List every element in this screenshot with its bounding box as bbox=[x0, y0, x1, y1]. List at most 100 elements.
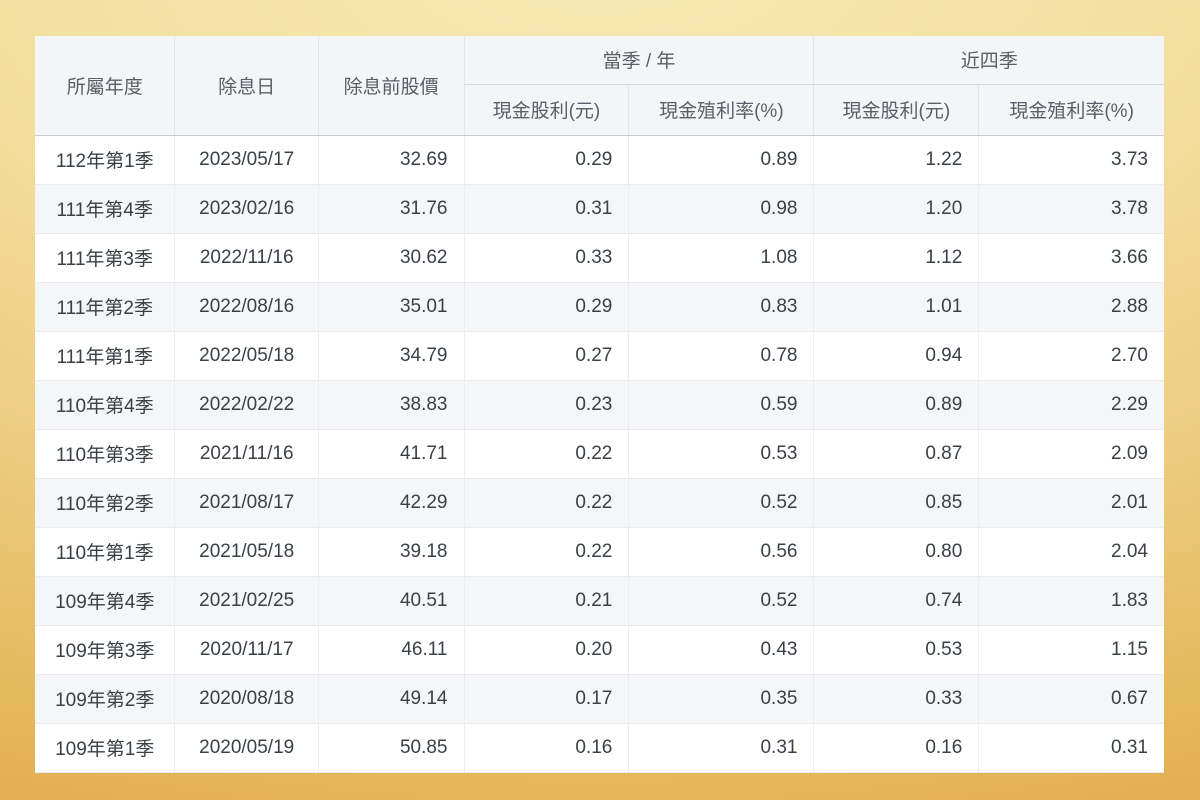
cell-q-yield: 0.89 bbox=[628, 135, 815, 185]
table-row: 109年第4季 2021/02/25 40.51 0.21 0.52 0.74 1.83 bbox=[35, 576, 1164, 626]
cell-date: 2020/05/19 bbox=[174, 723, 319, 773]
cell-price: 42.29 bbox=[318, 478, 465, 528]
cell-y4-dividend: 0.94 bbox=[813, 331, 980, 381]
cell-q-dividend: 0.23 bbox=[464, 380, 630, 430]
col-header-ex-dividend-date: 除息日 bbox=[174, 36, 319, 136]
cell-y4-yield: 3.73 bbox=[978, 135, 1164, 185]
cell-price: 41.71 bbox=[318, 429, 465, 479]
cell-date: 2021/02/25 bbox=[174, 576, 319, 626]
col-header-fiscal-period: 所屬年度 bbox=[35, 36, 176, 136]
cell-period: 110年第4季 bbox=[35, 380, 176, 430]
cell-date: 2021/08/17 bbox=[174, 478, 319, 528]
cell-period: 111年第3季 bbox=[35, 233, 176, 283]
cell-y4-dividend: 0.87 bbox=[813, 429, 980, 479]
cell-q-yield: 0.52 bbox=[628, 478, 815, 528]
cell-y4-dividend: 1.20 bbox=[813, 184, 980, 234]
table-row: 110年第1季 2021/05/18 39.18 0.22 0.56 0.80 2.04 bbox=[35, 527, 1164, 577]
cell-period: 111年第4季 bbox=[35, 184, 176, 234]
cell-q-dividend: 0.29 bbox=[464, 282, 630, 332]
cell-period: 110年第2季 bbox=[35, 478, 176, 528]
cell-y4-dividend: 0.74 bbox=[813, 576, 980, 626]
cell-period: 109年第1季 bbox=[35, 723, 176, 773]
cell-y4-yield: 3.78 bbox=[978, 184, 1164, 234]
table-row: 109年第1季 2020/05/19 50.85 0.16 0.31 0.16 0.31 bbox=[35, 723, 1164, 773]
cell-price: 40.51 bbox=[318, 576, 465, 626]
cell-date: 2022/11/16 bbox=[174, 233, 319, 283]
cell-y4-dividend: 0.85 bbox=[813, 478, 980, 528]
cell-price: 50.85 bbox=[318, 723, 465, 773]
cell-q-dividend: 0.22 bbox=[464, 527, 630, 577]
cell-date: 2022/02/22 bbox=[174, 380, 319, 430]
cell-q-dividend: 0.22 bbox=[464, 478, 630, 528]
col-header-cash-dividend-last4: 現金股利(元) bbox=[813, 84, 980, 136]
cell-y4-dividend: 1.22 bbox=[813, 135, 980, 185]
cell-q-dividend: 0.29 bbox=[464, 135, 630, 185]
table-row: 110年第4季 2022/02/22 38.83 0.23 0.59 0.89 2.29 bbox=[35, 380, 1164, 430]
header-sub-row: 現金股利(元) 現金殖利率(%) 現金股利(元) 現金殖利率(%) bbox=[35, 84, 1164, 136]
cell-price: 30.62 bbox=[318, 233, 465, 283]
cell-price: 39.18 bbox=[318, 527, 465, 577]
cell-y4-yield: 2.88 bbox=[978, 282, 1164, 332]
col-header-price-before-ex: 除息前股價 bbox=[318, 36, 465, 136]
table-row: 111年第3季 2022/11/16 30.62 0.33 1.08 1.12 3.66 bbox=[35, 233, 1164, 283]
cell-y4-yield: 1.83 bbox=[978, 576, 1164, 626]
cell-q-dividend: 0.16 bbox=[464, 723, 630, 773]
cell-q-yield: 0.31 bbox=[628, 723, 815, 773]
cell-date: 2022/05/18 bbox=[174, 331, 319, 381]
cell-date: 2023/02/16 bbox=[174, 184, 319, 234]
cell-q-yield: 0.78 bbox=[628, 331, 815, 381]
col-header-cash-yield-last4: 現金殖利率(%) bbox=[978, 84, 1164, 136]
cell-q-dividend: 0.21 bbox=[464, 576, 630, 626]
cell-q-yield: 0.35 bbox=[628, 674, 815, 724]
table-body: 112年第1季 2023/05/17 32.69 0.29 0.89 1.22 3.73 11… bbox=[35, 135, 1164, 773]
cell-period: 112年第1季 bbox=[35, 135, 176, 185]
cell-y4-dividend: 0.33 bbox=[813, 674, 980, 724]
cell-period: 109年第2季 bbox=[35, 674, 176, 724]
col-header-cash-yield-current: 現金殖利率(%) bbox=[628, 84, 815, 136]
cell-q-yield: 0.56 bbox=[628, 527, 815, 577]
dividend-table-card: 所屬年度 除息日 除息前股價 當季 / 年 近四季 現金股利(元) 現金殖利率(… bbox=[35, 36, 1164, 773]
cell-price: 49.14 bbox=[318, 674, 465, 724]
cell-price: 34.79 bbox=[318, 331, 465, 381]
cell-price: 35.01 bbox=[318, 282, 465, 332]
cell-y4-yield: 0.31 bbox=[978, 723, 1164, 773]
cell-q-dividend: 0.22 bbox=[464, 429, 630, 479]
cell-y4-dividend: 0.53 bbox=[813, 625, 980, 675]
cell-period: 110年第1季 bbox=[35, 527, 176, 577]
cell-q-yield: 0.59 bbox=[628, 380, 815, 430]
cell-y4-dividend: 1.01 bbox=[813, 282, 980, 332]
cell-q-dividend: 0.27 bbox=[464, 331, 630, 381]
cell-date: 2023/05/17 bbox=[174, 135, 319, 185]
col-group-current-quarter: 當季 / 年 bbox=[464, 36, 815, 85]
cell-period: 111年第1季 bbox=[35, 331, 176, 381]
cell-q-yield: 0.83 bbox=[628, 282, 815, 332]
cell-price: 31.76 bbox=[318, 184, 465, 234]
header-group-row: 所屬年度 除息日 除息前股價 當季 / 年 近四季 bbox=[35, 36, 1164, 136]
cell-date: 2020/11/17 bbox=[174, 625, 319, 675]
cell-q-dividend: 0.17 bbox=[464, 674, 630, 724]
cell-q-yield: 0.53 bbox=[628, 429, 815, 479]
cell-price: 38.83 bbox=[318, 380, 465, 430]
cell-y4-yield: 2.09 bbox=[978, 429, 1164, 479]
cell-q-dividend: 0.20 bbox=[464, 625, 630, 675]
table-row: 111年第2季 2022/08/16 35.01 0.29 0.83 1.01 2.88 bbox=[35, 282, 1164, 332]
table-row: 109年第2季 2020/08/18 49.14 0.17 0.35 0.33 0.67 bbox=[35, 674, 1164, 724]
table-row: 110年第2季 2021/08/17 42.29 0.22 0.52 0.85 2.01 bbox=[35, 478, 1164, 528]
cell-q-yield: 0.52 bbox=[628, 576, 815, 626]
table-row: 111年第4季 2023/02/16 31.76 0.31 0.98 1.20 3.78 bbox=[35, 184, 1164, 234]
cell-y4-yield: 2.01 bbox=[978, 478, 1164, 528]
cell-y4-yield: 2.29 bbox=[978, 380, 1164, 430]
table-row: 111年第1季 2022/05/18 34.79 0.27 0.78 0.94 2.70 bbox=[35, 331, 1164, 381]
cell-date: 2022/08/16 bbox=[174, 282, 319, 332]
table-row: 109年第3季 2020/11/17 46.11 0.20 0.43 0.53 1.15 bbox=[35, 625, 1164, 675]
cell-y4-yield: 1.15 bbox=[978, 625, 1164, 675]
table-header: 所屬年度 除息日 除息前股價 當季 / 年 近四季 現金股利(元) 現金殖利率(… bbox=[35, 36, 1164, 136]
cell-q-yield: 0.98 bbox=[628, 184, 815, 234]
cell-y4-yield: 2.70 bbox=[978, 331, 1164, 381]
cell-date: 2020/08/18 bbox=[174, 674, 319, 724]
table-row: 112年第1季 2023/05/17 32.69 0.29 0.89 1.22 3.73 bbox=[35, 135, 1164, 185]
cell-y4-dividend: 0.16 bbox=[813, 723, 980, 773]
cell-q-yield: 0.43 bbox=[628, 625, 815, 675]
table-row: 110年第3季 2021/11/16 41.71 0.22 0.53 0.87 2.09 bbox=[35, 429, 1164, 479]
cell-price: 32.69 bbox=[318, 135, 465, 185]
